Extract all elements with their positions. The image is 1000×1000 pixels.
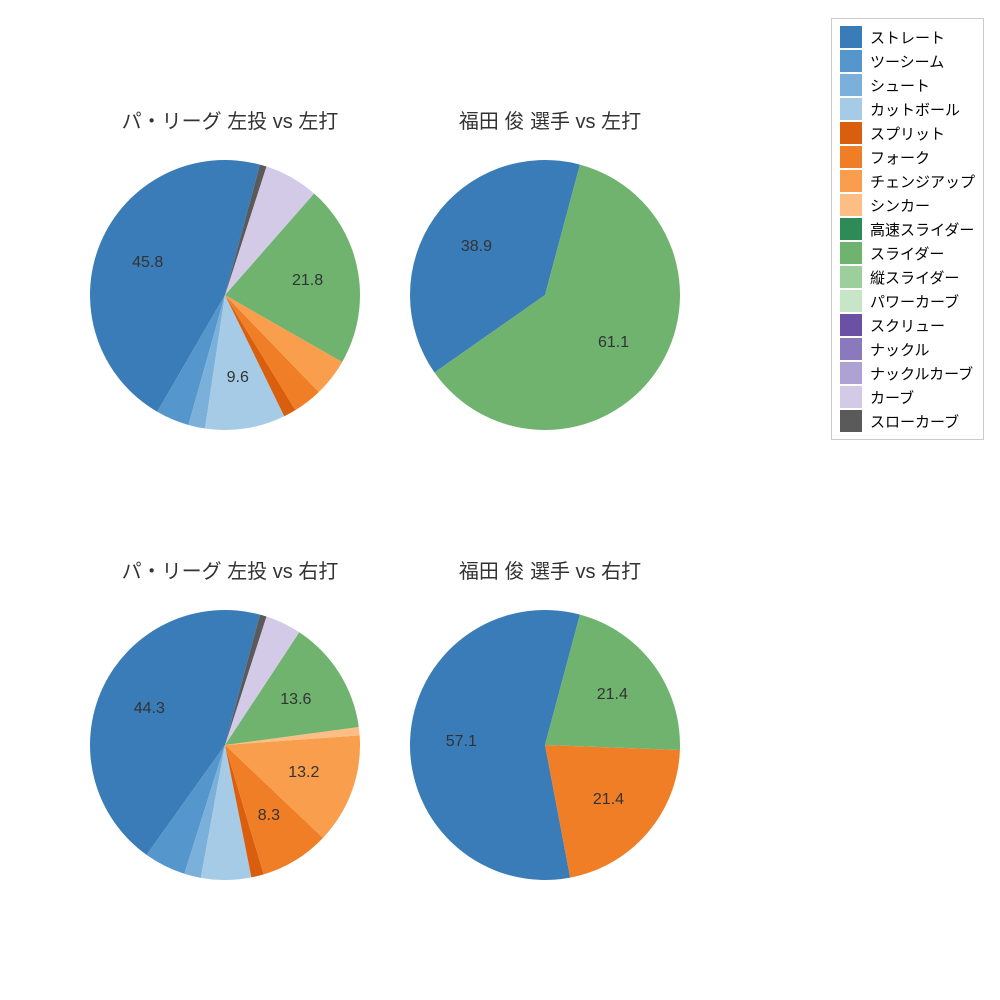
legend-item: シンカー: [840, 193, 975, 217]
legend-label: カットボール: [870, 99, 960, 120]
legend-swatch: [840, 50, 862, 72]
legend-swatch: [840, 122, 862, 144]
legend-swatch: [840, 410, 862, 432]
pie-slice-label: 45.8: [132, 254, 163, 272]
legend-swatch: [840, 146, 862, 168]
chart-grid: パ・リーグ 左投 vs 左打 福田 俊 選手 vs 左打 パ・リーグ 左投 vs…: [0, 0, 1000, 1000]
legend-label: ナックルカーブ: [870, 363, 973, 384]
pie-slice-label: 8.3: [258, 807, 280, 825]
pie-slice-label: 13.6: [280, 691, 311, 709]
legend-swatch: [840, 362, 862, 384]
legend-label: パワーカーブ: [870, 291, 959, 312]
legend-item: カットボール: [840, 97, 975, 121]
legend-item: スクリュー: [840, 313, 975, 337]
legend-item: フォーク: [840, 145, 975, 169]
legend-label: 縦スライダー: [870, 267, 959, 288]
legend-label: フォーク: [870, 147, 930, 168]
legend-item: シュート: [840, 73, 975, 97]
legend-label: ナックル: [870, 339, 930, 360]
legend-item: チェンジアップ: [840, 169, 975, 193]
pie-slice-label: 13.2: [288, 764, 319, 782]
legend-label: スローカーブ: [870, 411, 959, 432]
pie-slice-label: 38.9: [461, 238, 492, 256]
legend-item: スローカーブ: [840, 409, 975, 433]
legend-label: カーブ: [870, 387, 914, 408]
pie-chart-bottom-left: 44.3 8.3 13.2 13.6: [90, 610, 360, 880]
legend-item: 縦スライダー: [840, 265, 975, 289]
legend-label: チェンジアップ: [870, 171, 975, 192]
legend-label: ストレート: [870, 27, 945, 48]
legend-item: ストレート: [840, 25, 975, 49]
pie-slice-label: 21.4: [593, 791, 624, 809]
pie-slice-label: 9.6: [227, 369, 249, 387]
pie-slice-label: 57.1: [446, 733, 477, 751]
chart-title-top-left: パ・リーグ 左投 vs 左打: [80, 105, 380, 134]
legend-item: ナックルカーブ: [840, 361, 975, 385]
legend-label: スライダー: [870, 243, 944, 264]
pie-chart-top-right: 38.9 61.1: [410, 160, 680, 430]
legend-label: スプリット: [870, 123, 945, 144]
legend-swatch: [840, 386, 862, 408]
legend-item: ツーシーム: [840, 49, 975, 73]
legend: ストレートツーシームシュートカットボールスプリットフォークチェンジアップシンカー…: [831, 18, 984, 440]
legend-swatch: [840, 290, 862, 312]
pie-chart-bottom-right: 57.1 21.4 21.4: [410, 610, 680, 880]
chart-title-bottom-right: 福田 俊 選手 vs 右打: [400, 555, 700, 584]
legend-item: スプリット: [840, 121, 975, 145]
legend-item: ナックル: [840, 337, 975, 361]
legend-item: カーブ: [840, 385, 975, 409]
legend-swatch: [840, 26, 862, 48]
legend-swatch: [840, 218, 862, 240]
legend-label: ツーシーム: [870, 51, 944, 72]
chart-title-bottom-left: パ・リーグ 左投 vs 右打: [80, 555, 380, 584]
pie-slice-label: 21.8: [292, 272, 323, 290]
legend-swatch: [840, 242, 862, 264]
pie-slice-label: 44.3: [134, 700, 165, 718]
legend-item: スライダー: [840, 241, 975, 265]
legend-label: スクリュー: [870, 315, 945, 336]
legend-swatch: [840, 74, 862, 96]
legend-swatch: [840, 314, 862, 336]
legend-label: 高速スライダー: [870, 219, 974, 240]
chart-title-top-right: 福田 俊 選手 vs 左打: [400, 105, 700, 134]
legend-item: パワーカーブ: [840, 289, 975, 313]
pie-chart-top-left: 45.8 9.6 21.8: [90, 160, 360, 430]
legend-swatch: [840, 194, 862, 216]
legend-label: シンカー: [870, 195, 930, 216]
legend-swatch: [840, 338, 862, 360]
legend-swatch: [840, 98, 862, 120]
legend-swatch: [840, 170, 862, 192]
pie-slice-label: 21.4: [597, 686, 628, 704]
legend-item: 高速スライダー: [840, 217, 975, 241]
pie-slice-label: 61.1: [598, 334, 629, 352]
legend-label: シュート: [870, 75, 930, 96]
legend-swatch: [840, 266, 862, 288]
